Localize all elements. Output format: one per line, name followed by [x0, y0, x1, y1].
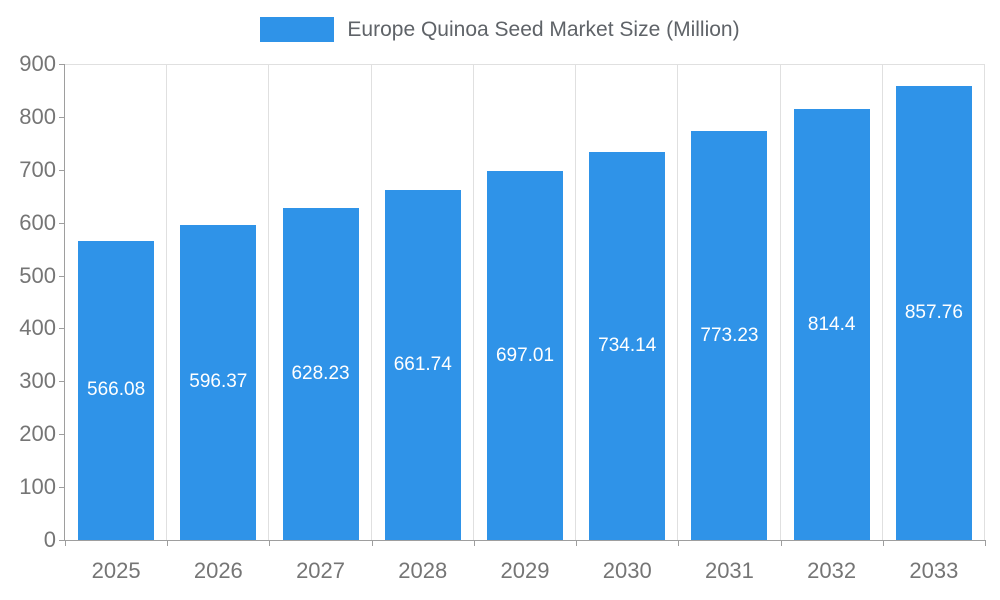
y-axis-label: 300 — [19, 368, 56, 394]
x-axis-line — [64, 540, 985, 541]
bar-2028[interactable]: 661.74 — [384, 190, 461, 540]
bar-value-label: 773.23 — [700, 324, 759, 346]
y-axis-label: 500 — [19, 262, 56, 288]
x-axis-tick — [372, 540, 373, 546]
bar-2029[interactable]: 697.01 — [487, 171, 563, 540]
y-axis-label: 900 — [19, 51, 56, 76]
vertical-gridline — [473, 64, 474, 540]
y-axis-label: 0 — [43, 527, 56, 552]
y-axis-label: 100 — [19, 474, 56, 500]
bar-value-label: 857.76 — [904, 302, 963, 324]
bar-2030[interactable]: 734.14 — [589, 151, 666, 540]
bar-value-label: 566.08 — [87, 379, 146, 401]
y-axis-label: 200 — [19, 421, 56, 447]
bar-2033[interactable]: 857.76 — [895, 86, 972, 540]
x-axis-tick — [678, 540, 679, 546]
y-axis-tick — [59, 540, 65, 541]
x-axis-tick — [167, 540, 168, 546]
x-axis-label: 2029 — [500, 558, 550, 583]
y-axis-label: 700 — [19, 156, 56, 182]
x-axis-tick — [65, 540, 66, 546]
bar-value-label: 628.23 — [291, 362, 350, 384]
y-axis-label: 800 — [19, 103, 56, 129]
bar-2032[interactable]: 814.4 — [793, 109, 870, 540]
y-axis-label: 400 — [19, 315, 56, 341]
vertical-gridline — [677, 64, 678, 540]
bar-2025[interactable]: 566.08 — [78, 240, 155, 540]
bar-2027[interactable]: 628.23 — [282, 207, 359, 540]
vertical-gridline — [575, 64, 576, 540]
x-axis-label: 2026 — [193, 558, 243, 583]
x-axis-tick — [883, 540, 884, 546]
y-axis-label: 600 — [19, 209, 56, 235]
vertical-gridline — [984, 64, 985, 540]
vertical-gridline — [166, 64, 167, 540]
x-axis-tick — [269, 540, 270, 546]
x-axis-label: 2033 — [909, 558, 959, 583]
bar-2031[interactable]: 773.23 — [691, 131, 768, 540]
x-axis-label: 2025 — [91, 558, 141, 583]
bar-value-label: 596.37 — [189, 371, 248, 393]
bar-value-label: 814.4 — [807, 313, 856, 335]
x-axis-tick — [985, 540, 986, 546]
vertical-gridline — [882, 64, 883, 540]
x-axis-label: 2031 — [704, 558, 754, 583]
chart-title: Europe Quinoa Seed Market Size (Million) — [347, 17, 740, 41]
x-axis-label: 2032 — [807, 558, 857, 583]
chart-legend[interactable]: Europe Quinoa Seed Market Size (Million) — [0, 17, 1000, 42]
x-axis-label: 2028 — [398, 558, 448, 583]
x-axis-label: 2027 — [296, 558, 346, 583]
bar-value-label: 734.14 — [598, 334, 657, 356]
x-axis-tick — [781, 540, 782, 546]
legend-swatch — [260, 17, 335, 42]
bar-2026[interactable]: 596.37 — [180, 224, 257, 540]
vertical-gridline — [780, 64, 781, 540]
vertical-gridline — [268, 64, 269, 540]
bar-value-label: 697.01 — [495, 344, 555, 366]
x-axis-label: 2030 — [602, 558, 652, 583]
x-axis-tick — [576, 540, 577, 546]
plot-area: 566.08 596.37 628.23 661.74 697.01 734.14 773.… — [65, 64, 985, 540]
x-axis-tick — [474, 540, 475, 546]
bar-value-label: 661.74 — [393, 354, 452, 375]
vertical-gridline — [371, 64, 372, 540]
